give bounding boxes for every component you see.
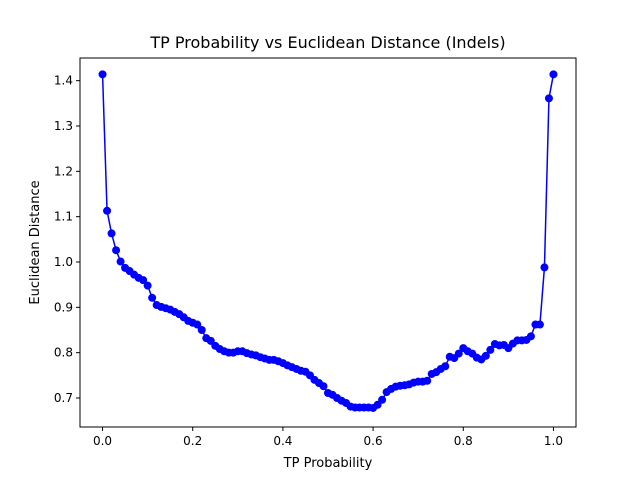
data-point xyxy=(112,246,121,255)
data-point xyxy=(441,362,450,371)
data-point xyxy=(544,94,553,103)
y-tick-label: 0.7 xyxy=(54,391,73,405)
x-tick-label: 0.6 xyxy=(364,434,383,448)
data-point xyxy=(148,293,157,302)
axes-frame xyxy=(79,57,577,428)
x-axis-ticks: 0.0 0.2 0.4 0.6 0.8 1.0 xyxy=(93,427,563,448)
data-point xyxy=(486,345,495,354)
data-point xyxy=(107,229,116,238)
data-point xyxy=(139,276,148,285)
data-point xyxy=(526,332,535,341)
y-axis-ticks: 0.7 0.8 0.9 1.0 1.1 1.2 1.3 1.4 xyxy=(54,74,80,405)
y-tick-label: 1.4 xyxy=(54,74,73,88)
x-tick-label: 0.4 xyxy=(273,434,292,448)
data-point xyxy=(549,70,558,79)
chart-title: TP Probability vs Euclidean Distance (In… xyxy=(149,33,505,52)
x-axis-label: TP Probability xyxy=(283,456,373,471)
y-axis-label: Euclidean Distance xyxy=(28,180,43,304)
data-point xyxy=(116,257,125,266)
data-point xyxy=(319,382,328,391)
data-point xyxy=(454,349,463,358)
plot-area xyxy=(80,58,576,427)
y-tick-label: 1.3 xyxy=(54,119,73,133)
y-tick-label: 1.1 xyxy=(54,210,73,224)
data-point xyxy=(143,281,152,290)
y-tick-label: 0.9 xyxy=(54,300,73,314)
data-layer xyxy=(98,70,558,412)
x-tick-label: 1.0 xyxy=(544,434,563,448)
y-tick-label: 1.0 xyxy=(54,255,73,269)
x-tick-label: 0.8 xyxy=(454,434,473,448)
x-tick-label: 0.0 xyxy=(93,434,112,448)
data-point xyxy=(98,70,107,79)
y-tick-label: 1.2 xyxy=(54,164,73,178)
data-point xyxy=(423,376,432,385)
x-tick-label: 0.2 xyxy=(183,434,202,448)
data-point xyxy=(540,263,549,272)
data-point xyxy=(197,325,206,334)
y-tick-label: 0.8 xyxy=(54,346,73,360)
data-point xyxy=(193,320,202,329)
data-point xyxy=(378,395,387,404)
data-point xyxy=(535,320,544,329)
data-point xyxy=(481,351,490,360)
data-point xyxy=(103,206,112,215)
